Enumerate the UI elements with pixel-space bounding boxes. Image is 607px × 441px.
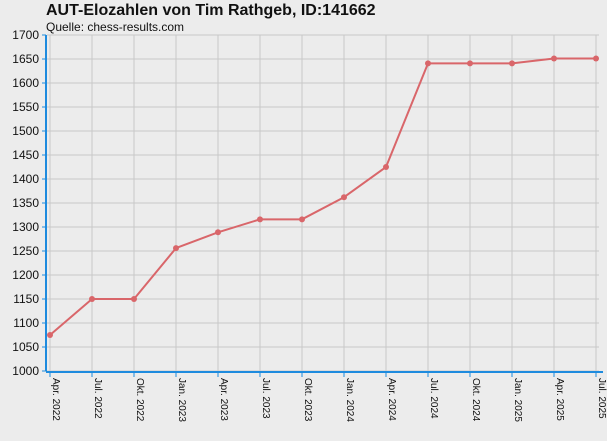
y-tick-label: 1550 — [12, 100, 39, 114]
x-tick-label: Apr. 2024 — [386, 378, 397, 421]
x-tick-label: Apr. 2023 — [218, 378, 229, 421]
x-tick-label: Jan. 2023 — [176, 378, 187, 422]
chart-title: AUT-Elozahlen von Tim Rathgeb, ID:141662 — [46, 2, 376, 19]
y-tick-label: 1400 — [12, 172, 39, 186]
data-point — [173, 245, 179, 252]
y-tick-label: 1250 — [12, 244, 39, 258]
x-tick-label: Okt. 2022 — [134, 378, 145, 422]
data-point — [509, 60, 515, 67]
y-tick-label: 1650 — [12, 52, 39, 66]
y-tick-label: 1300 — [12, 220, 39, 234]
data-point — [467, 60, 473, 67]
y-tick-label: 1050 — [12, 340, 39, 354]
x-tick-label: Jan. 2025 — [512, 378, 523, 422]
y-tick-label: 1150 — [13, 292, 39, 306]
data-point — [593, 55, 599, 62]
data-point — [257, 216, 263, 223]
y-tick-label: 1500 — [12, 124, 39, 138]
data-point — [299, 216, 305, 223]
data-point — [215, 229, 221, 236]
x-tick-label: Jul. 2025 — [596, 378, 607, 419]
x-tick-label: Jul. 2023 — [260, 378, 271, 419]
y-tick-label: 1350 — [12, 196, 39, 210]
x-tick-label: Jan. 2024 — [344, 378, 355, 422]
y-tick-label: 1100 — [13, 316, 39, 330]
data-point — [131, 296, 137, 302]
data-point — [383, 164, 389, 170]
x-tick-label: Okt. 2024 — [470, 378, 481, 422]
data-point — [425, 60, 431, 67]
y-tick-label: 1600 — [12, 76, 39, 90]
data-point — [47, 332, 53, 338]
x-tick-label: Jul. 2024 — [428, 378, 439, 419]
series-line — [49, 57, 596, 336]
x-tick-label: Jul. 2022 — [92, 378, 103, 419]
y-tick-label: 1200 — [12, 268, 39, 282]
x-tick-label: Okt. 2023 — [302, 378, 313, 422]
y-tick-label: 1700 — [12, 28, 39, 42]
y-tick-label: 1450 — [12, 148, 39, 162]
data-point — [551, 55, 557, 62]
data-point — [341, 194, 347, 201]
data-point — [89, 296, 95, 302]
x-tick-label: Apr. 2025 — [554, 378, 565, 421]
x-tick-label: Apr. 2022 — [50, 378, 61, 421]
chart-subtitle: Quelle: chess-results.com — [46, 20, 185, 34]
y-tick-label: 1000 — [12, 364, 39, 378]
